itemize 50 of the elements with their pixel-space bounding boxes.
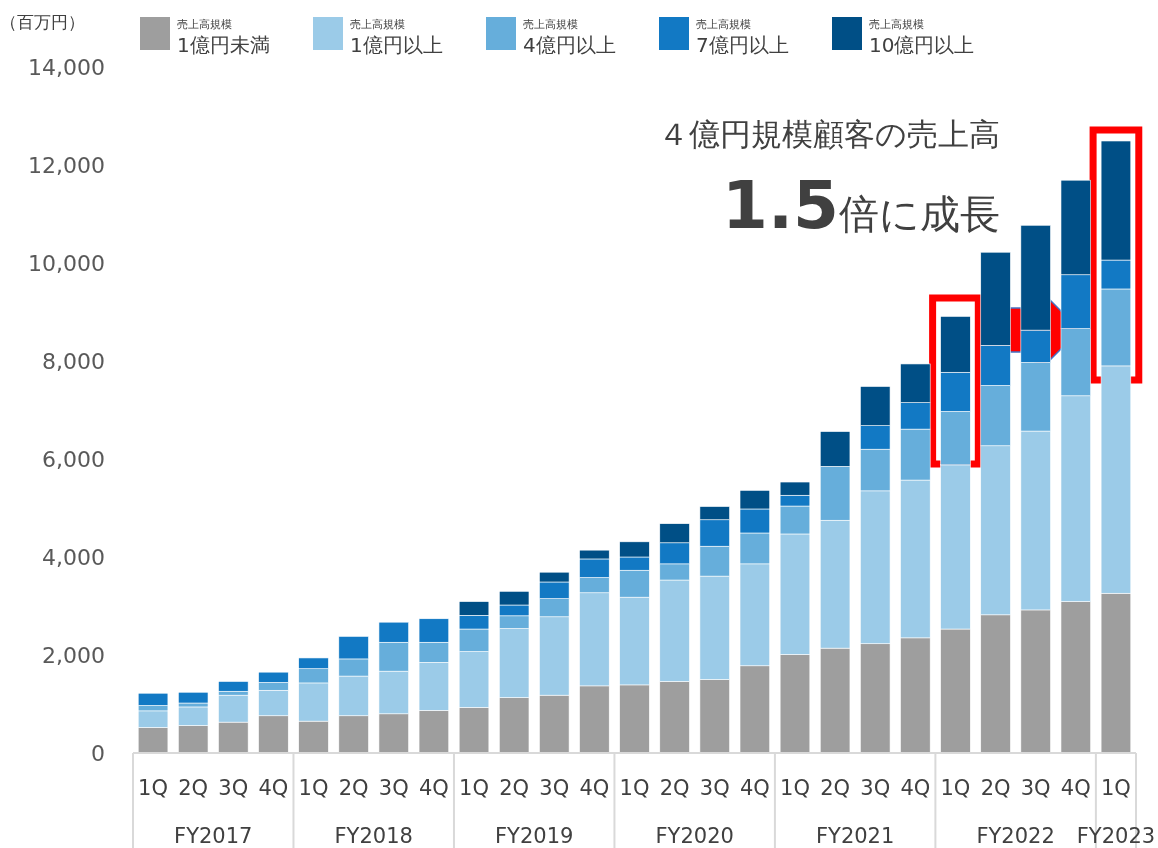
x-tick-label: 2Q	[820, 776, 851, 800]
x-tick-label: 4Q	[1060, 776, 1091, 800]
legend-label: 売上高規模 10億円以上	[869, 18, 975, 57]
x-tick-label: 2Q	[178, 776, 209, 800]
legend-label: 売上高規模 7億円以上	[696, 18, 789, 57]
y-tick-label: 12,000	[28, 153, 105, 178]
y-tick-label: 2,000	[42, 643, 105, 668]
x-tick-label: 3Q	[860, 776, 891, 800]
x-tick-label: 2Q	[659, 776, 690, 800]
x-tick-label: 3Q	[699, 776, 730, 800]
x-tick-label: 1Q	[298, 776, 329, 800]
x-tick-label: 1Q	[138, 776, 169, 800]
x-tick-label: 4Q	[418, 776, 449, 800]
text: FY2020	[655, 824, 734, 848]
x-tick-label: 4Q	[900, 776, 931, 800]
y-tick-label: 14,000	[28, 55, 105, 80]
y-tick-label: 10,000	[28, 251, 105, 276]
text: FY2022	[976, 824, 1055, 848]
y-tick-label: 0	[91, 741, 105, 766]
x-tick-label: 3Q	[218, 776, 249, 800]
x-tick-label: 2Q	[980, 776, 1011, 800]
y-tick-label: 4,000	[42, 545, 105, 570]
x-tick-label: 2Q	[499, 776, 530, 800]
legend-label: 売上高規模 1億円未満	[177, 18, 270, 57]
annotation: 1.5倍に成長	[722, 167, 1000, 244]
x-tick-label: 3Q	[539, 776, 570, 800]
y-tick-label: 6,000	[42, 447, 105, 472]
x-tick-label: 3Q	[378, 776, 409, 800]
text: FY2019	[495, 824, 574, 848]
x-tick-label: 1Q	[780, 776, 810, 800]
y-tick-label: 8,000	[42, 349, 105, 374]
x-tick-label: 4Q	[258, 776, 289, 800]
bar	[218, 681, 249, 692]
x-tick-label: 3Q	[1020, 776, 1051, 800]
y-axis-title: （百万円）	[0, 12, 85, 32]
text: FY2017	[174, 824, 253, 848]
annotation: ４億円規模顧客の売上高	[658, 116, 1000, 152]
text: FY2021	[815, 824, 895, 848]
legend-label: 売上高規模 4億円以上	[523, 18, 616, 57]
x-tick-label: 1Q	[619, 776, 650, 800]
x-tick-label: 2Q	[338, 776, 369, 800]
text: FY2023	[1076, 824, 1156, 848]
x-tick-label: 1Q	[1100, 776, 1131, 800]
x-tick-label: 4Q	[579, 776, 610, 800]
x-tick-label: 4Q	[739, 776, 770, 800]
x-tick-label: 1Q	[940, 776, 971, 800]
text: FY2018	[334, 824, 413, 848]
x-tick-label: 1Q	[459, 776, 489, 800]
legend-label: 売上高規模 1億円以上	[350, 18, 443, 57]
bar	[178, 691, 209, 704]
